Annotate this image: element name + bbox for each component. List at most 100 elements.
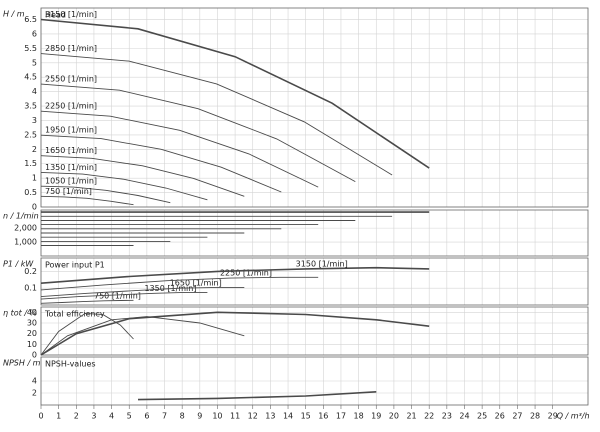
- curve: [40, 134, 282, 193]
- curve-label: 1650 [1/min]: [45, 146, 97, 155]
- x-tick-label: 21: [406, 412, 416, 421]
- x-tick-label: 17: [336, 412, 346, 421]
- x-tick-label: 4: [109, 412, 114, 421]
- y-tick-label: 4: [32, 87, 37, 96]
- curve-label: 2850 [1/min]: [45, 44, 97, 53]
- y-tick-label: 5.5: [24, 44, 37, 53]
- curve: [40, 195, 134, 206]
- y-axis-label: η tot / %: [3, 309, 37, 318]
- curve-label: 1950 [1/min]: [45, 126, 97, 135]
- x-tick-label: 29: [548, 412, 558, 421]
- panel-frame: [40, 306, 589, 356]
- y-tick-label: 0.5: [24, 188, 37, 197]
- x-tick-label: 0: [38, 412, 43, 421]
- curve-label: 2550 [1/min]: [45, 75, 97, 84]
- y-tick-label: 1,000: [14, 238, 37, 247]
- curve: [40, 83, 356, 182]
- x-tick-label: 8: [180, 412, 185, 421]
- x-tick-label: 11: [230, 412, 240, 421]
- x-tick-label: 13: [265, 412, 275, 421]
- x-tick-label: 26: [495, 412, 505, 421]
- curve-label: 750 [1/min]: [45, 187, 92, 196]
- y-tick-label: 4: [32, 377, 37, 386]
- curve: [40, 185, 171, 204]
- y-axis-label: NPSH / m: [3, 359, 41, 368]
- curve: [40, 276, 319, 291]
- y-axis-label: P1 / kW: [3, 260, 34, 269]
- x-tick-label: 16: [318, 412, 328, 421]
- curve: [40, 286, 245, 298]
- curve: [40, 171, 208, 201]
- x-axis-label: Q / m³/h: [557, 412, 590, 421]
- x-tick-label: 10: [212, 412, 222, 421]
- curve: [40, 291, 208, 300]
- curve-label: 750 [1/min]: [94, 291, 141, 300]
- panel-title: NPSH-values: [45, 360, 96, 369]
- x-tick-label: 5: [127, 412, 132, 421]
- y-axis-label: H / m: [3, 10, 25, 19]
- curve-label: 3150 [1/min]: [296, 259, 348, 268]
- x-tick-label: 24: [459, 412, 469, 421]
- curve: [40, 312, 134, 356]
- panel-title: Total efficiency: [44, 310, 105, 319]
- panel-frame: [40, 356, 589, 406]
- panel-title: Head: [45, 11, 66, 20]
- y-tick-label: 0.2: [24, 267, 37, 276]
- x-tick-label: 28: [530, 412, 540, 421]
- x-tick-label: 27: [512, 412, 522, 421]
- x-tick-label: 15: [301, 412, 311, 421]
- x-tick-label: 6: [144, 412, 149, 421]
- curve-label: 2250 [1/min]: [220, 269, 272, 278]
- y-tick-label: 3: [32, 116, 37, 125]
- y-tick-label: 2: [32, 145, 37, 154]
- curve-label: 1350 [1/min]: [45, 163, 97, 172]
- x-tick-label: 3: [91, 412, 96, 421]
- y-tick-label: 6: [32, 29, 37, 38]
- curve: [40, 311, 430, 356]
- x-tick-label: 7: [162, 412, 167, 421]
- y-tick-label: 0: [32, 203, 37, 212]
- panel-frame: [40, 7, 589, 208]
- curve-label: 3150 [1/min]: [45, 10, 97, 19]
- y-tick-label: 40: [27, 308, 37, 317]
- y-tick-label: 30: [27, 319, 37, 328]
- y-tick-label: 0.1: [24, 284, 37, 293]
- y-tick-label: 4.5: [24, 73, 37, 82]
- y-tick-label: 5: [32, 58, 37, 67]
- y-tick-label: 2.5: [24, 130, 37, 139]
- panel-title: Power input P1: [45, 261, 105, 270]
- y-tick-label: 10: [27, 340, 37, 349]
- curve: [40, 155, 245, 197]
- x-tick-label: 18: [354, 412, 364, 421]
- y-tick-label: 1: [32, 174, 37, 183]
- curve: [40, 53, 393, 176]
- curve: [137, 391, 377, 401]
- x-tick-label: 20: [389, 412, 399, 421]
- y-tick-label: 3.5: [24, 102, 37, 111]
- curve-label: 2250 [1/min]: [45, 102, 97, 111]
- x-tick-label: 14: [283, 412, 293, 421]
- curve: [40, 299, 134, 304]
- curve: [40, 266, 430, 284]
- y-axis-label: n / 1/min: [3, 212, 39, 221]
- y-tick-label: 0: [32, 351, 37, 360]
- x-tick-label: 12: [248, 412, 258, 421]
- y-tick-label: 1.5: [24, 159, 37, 168]
- x-tick-label: 22: [424, 412, 434, 421]
- x-tick-label: 23: [442, 412, 452, 421]
- x-tick-label: 1: [56, 412, 61, 421]
- y-tick-label: 2,000: [14, 224, 37, 233]
- y-tick-label: 6.5: [24, 15, 37, 24]
- curve: [40, 18, 430, 169]
- curve: [40, 110, 319, 188]
- y-tick-label: 2: [32, 389, 37, 398]
- panel-frame: [40, 257, 589, 306]
- y-tick-label: 20: [27, 329, 37, 338]
- x-tick-label: 2: [74, 412, 79, 421]
- curve-label: 1050 [1/min]: [45, 177, 97, 186]
- curve-label: 1650 [1/min]: [170, 279, 222, 288]
- x-tick-label: 9: [197, 412, 202, 421]
- x-tick-label: 19: [371, 412, 381, 421]
- x-tick-label: 25: [477, 412, 487, 421]
